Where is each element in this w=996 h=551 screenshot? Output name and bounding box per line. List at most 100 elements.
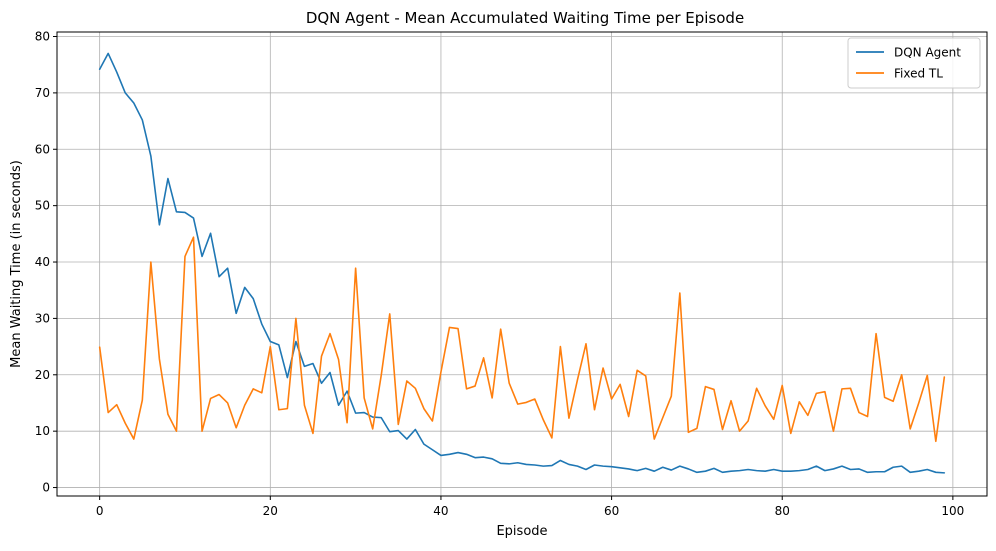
data-point bbox=[926, 469, 928, 471]
data-point bbox=[440, 454, 442, 456]
data-point bbox=[210, 232, 212, 234]
data-point bbox=[875, 333, 877, 335]
data-point bbox=[235, 312, 237, 314]
data-point bbox=[858, 468, 860, 470]
data-point bbox=[722, 428, 724, 430]
data-point bbox=[542, 465, 544, 467]
y-tick-label: 20 bbox=[35, 368, 50, 382]
series-line-0 bbox=[98, 52, 946, 474]
data-point bbox=[244, 404, 246, 406]
x-tick-label: 100 bbox=[941, 504, 964, 518]
data-point bbox=[389, 313, 391, 315]
data-point bbox=[99, 68, 101, 70]
data-point bbox=[747, 469, 749, 471]
data-point bbox=[448, 326, 450, 328]
data-point bbox=[611, 398, 613, 400]
data-point bbox=[815, 392, 817, 394]
data-point bbox=[244, 286, 246, 288]
data-point bbox=[824, 470, 826, 472]
data-point bbox=[286, 408, 288, 410]
data-point bbox=[252, 388, 254, 390]
data-point bbox=[730, 400, 732, 402]
data-point bbox=[551, 437, 553, 439]
data-point bbox=[397, 430, 399, 432]
data-point bbox=[662, 417, 664, 419]
legend-box bbox=[847, 37, 981, 89]
data-point bbox=[525, 463, 527, 465]
data-point bbox=[423, 408, 425, 410]
data-point bbox=[841, 388, 843, 390]
data-point bbox=[628, 468, 630, 470]
series-group bbox=[98, 52, 946, 474]
data-point bbox=[124, 422, 126, 424]
data-point bbox=[892, 400, 894, 402]
data-point bbox=[218, 394, 220, 396]
data-point bbox=[338, 359, 340, 361]
data-point bbox=[679, 292, 681, 294]
y-tick-label: 80 bbox=[35, 30, 50, 44]
data-point bbox=[500, 462, 502, 464]
data-point bbox=[380, 374, 382, 376]
data-point bbox=[585, 469, 587, 471]
data-point bbox=[175, 430, 177, 432]
data-point bbox=[363, 397, 365, 399]
data-point bbox=[807, 469, 809, 471]
data-point bbox=[585, 343, 587, 345]
data-point bbox=[576, 379, 578, 381]
data-point bbox=[431, 449, 433, 451]
data-point bbox=[884, 471, 886, 473]
data-point bbox=[158, 358, 160, 360]
data-point bbox=[636, 470, 638, 472]
y-tick-label: 0 bbox=[42, 481, 50, 495]
data-point bbox=[901, 465, 903, 467]
data-point bbox=[448, 453, 450, 455]
data-point bbox=[295, 317, 297, 319]
data-point bbox=[892, 466, 894, 468]
data-point bbox=[517, 403, 519, 405]
data-point bbox=[474, 385, 476, 387]
series-group bbox=[98, 236, 946, 443]
y-tick-label: 40 bbox=[35, 255, 50, 269]
data-point bbox=[474, 457, 476, 459]
data-point bbox=[645, 467, 647, 469]
x-tick-label: 40 bbox=[433, 504, 448, 518]
data-point bbox=[295, 341, 297, 343]
data-point bbox=[525, 401, 527, 403]
data-point bbox=[167, 413, 169, 415]
grid-lines bbox=[57, 32, 987, 496]
data-point bbox=[466, 388, 468, 390]
data-point bbox=[116, 71, 118, 73]
data-point bbox=[832, 468, 834, 470]
y-tick-label: 50 bbox=[35, 199, 50, 213]
data-point bbox=[423, 443, 425, 445]
data-point bbox=[201, 255, 203, 257]
data-point bbox=[491, 397, 493, 399]
data-point bbox=[559, 346, 561, 348]
data-point bbox=[619, 467, 621, 469]
data-point bbox=[278, 409, 280, 411]
data-point bbox=[303, 365, 305, 367]
data-point bbox=[670, 395, 672, 397]
data-point bbox=[500, 328, 502, 330]
data-point bbox=[218, 276, 220, 278]
data-point bbox=[261, 392, 263, 394]
data-point bbox=[508, 463, 510, 465]
data-point bbox=[730, 470, 732, 472]
x-tick-label: 60 bbox=[604, 504, 619, 518]
data-point bbox=[278, 344, 280, 346]
data-point bbox=[628, 416, 630, 418]
data-point bbox=[935, 471, 937, 473]
data-point bbox=[713, 388, 715, 390]
data-point bbox=[201, 430, 203, 432]
data-point bbox=[380, 417, 382, 419]
data-point bbox=[619, 383, 621, 385]
data-point bbox=[807, 414, 809, 416]
data-point bbox=[722, 471, 724, 473]
data-point bbox=[286, 377, 288, 379]
data-point bbox=[483, 357, 485, 359]
data-point bbox=[653, 470, 655, 472]
data-point bbox=[670, 469, 672, 471]
data-point bbox=[483, 456, 485, 458]
data-point bbox=[116, 404, 118, 406]
